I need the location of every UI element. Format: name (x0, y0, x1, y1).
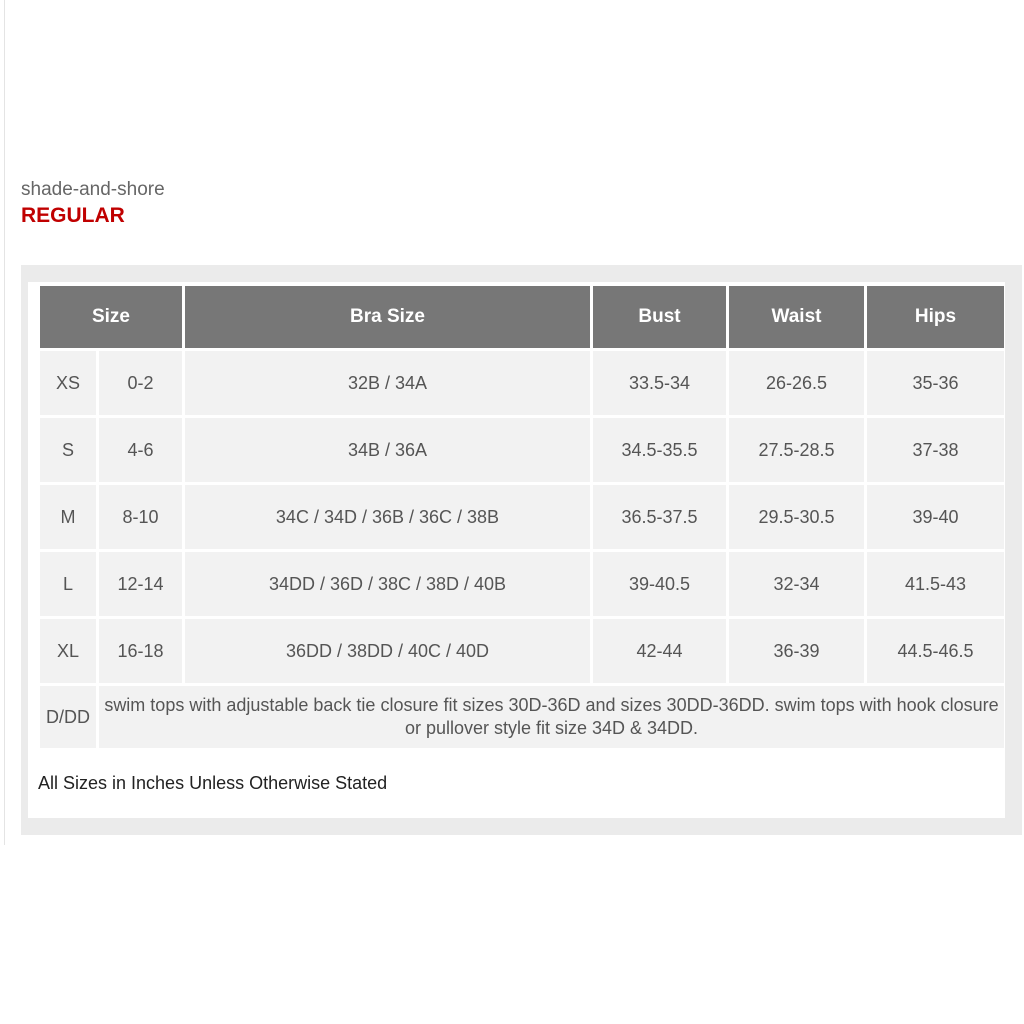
note-text: swim tops with adjustable back tie closu… (99, 686, 1004, 748)
cell-bra-size: 32B / 34A (185, 351, 590, 415)
cell-bra-size: 34C / 34D / 36B / 36C / 38B (185, 485, 590, 549)
cell-bust: 39-40.5 (593, 552, 726, 616)
cell-hips: 35-36 (867, 351, 1004, 415)
note-label: D/DD (40, 686, 96, 748)
cell-hips: 44.5-46.5 (867, 619, 1004, 683)
cell-size-number: 4-6 (99, 418, 182, 482)
brand-name: shade-and-shore (21, 179, 165, 200)
header-row: Size Bra Size Bust Waist Hips (40, 286, 1004, 348)
cell-waist: 26-26.5 (729, 351, 864, 415)
size-chart-table: Size Bra Size Bust Waist Hips XS 0-2 32B /… (37, 283, 1007, 751)
table-row: M 8-10 34C / 34D / 36B / 36C / 38B 36.5-37.… (40, 485, 1004, 549)
cell-size-number: 8-10 (99, 485, 182, 549)
table-row: XS 0-2 32B / 34A 33.5-34 26-26.5 35-36 (40, 351, 1004, 415)
cell-bra-size: 34DD / 36D / 38C / 38D / 40B (185, 552, 590, 616)
header-bust: Bust (593, 286, 726, 348)
cell-size-letter: M (40, 485, 96, 549)
size-chart-container: Size Bra Size Bust Waist Hips XS 0-2 32B /… (28, 282, 1005, 818)
footnote: All Sizes in Inches Unless Otherwise Sta… (38, 773, 388, 793)
cell-hips: 41.5-43 (867, 552, 1004, 616)
cell-waist: 32-34 (729, 552, 864, 616)
header-hips: Hips (867, 286, 1004, 348)
header-size: Size (40, 286, 182, 348)
table-row: S 4-6 34B / 36A 34.5-35.5 27.5-28.5 37-38 (40, 418, 1004, 482)
left-edge-divider (4, 0, 5, 845)
cell-bust: 42-44 (593, 619, 726, 683)
cell-size-number: 16-18 (99, 619, 182, 683)
cell-size-number: 0-2 (99, 351, 182, 415)
cell-bra-size: 36DD / 38DD / 40C / 40D (185, 619, 590, 683)
cell-bust: 36.5-37.5 (593, 485, 726, 549)
cell-hips: 39-40 (867, 485, 1004, 549)
cell-waist: 29.5-30.5 (729, 485, 864, 549)
table-row: L 12-14 34DD / 36D / 38C / 38D / 40B 39-40.… (40, 552, 1004, 616)
cell-size-letter: XL (40, 619, 96, 683)
cell-size-letter: XS (40, 351, 96, 415)
cell-size-letter: S (40, 418, 96, 482)
cell-bust: 34.5-35.5 (593, 418, 726, 482)
cell-size-letter: L (40, 552, 96, 616)
cell-hips: 37-38 (867, 418, 1004, 482)
size-chart-panel: Size Bra Size Bust Waist Hips XS 0-2 32B /… (21, 265, 1022, 835)
cell-waist: 36-39 (729, 619, 864, 683)
cell-bust: 33.5-34 (593, 351, 726, 415)
header-waist: Waist (729, 286, 864, 348)
cell-bra-size: 34B / 36A (185, 418, 590, 482)
header-bra-size: Bra Size (185, 286, 590, 348)
note-row: D/DD swim tops with adjustable back tie c… (40, 686, 1004, 748)
table-row: XL 16-18 36DD / 38DD / 40C / 40D 42-44 36-39… (40, 619, 1004, 683)
cell-size-number: 12-14 (99, 552, 182, 616)
fit-label: REGULAR (21, 204, 125, 227)
cell-waist: 27.5-28.5 (729, 418, 864, 482)
